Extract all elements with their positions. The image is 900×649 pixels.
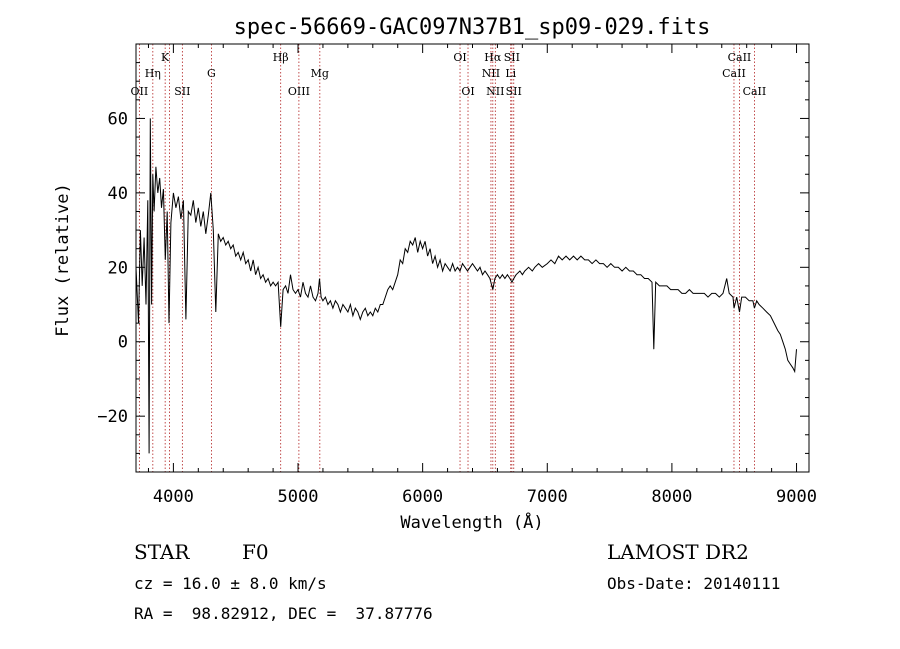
object-subclass-label: F0 (242, 540, 269, 564)
chart-title: spec-56669-GAC097N37B1_sp09-029.fits (234, 15, 711, 40)
x-tick-label: 9000 (776, 487, 817, 507)
x-tick-label: 6000 (402, 487, 443, 507)
reference-line-label: OI (453, 51, 466, 64)
reference-line-label: SII (504, 51, 520, 64)
survey-label: LAMOST DR2 (607, 540, 749, 564)
reference-line-label: SII (174, 85, 190, 98)
y-axis-title: Flux (relative) (53, 183, 73, 337)
object-class-label: STAR (134, 540, 190, 564)
x-axis-title: Wavelength (Å) (400, 511, 543, 533)
reference-line-label: K (161, 51, 170, 64)
x-tick-label: 8000 (651, 487, 692, 507)
reference-line-label: G (207, 67, 216, 80)
reference-line-label: NII (482, 67, 500, 80)
y-tick-label: 20 (108, 258, 128, 278)
plot-frame (135, 43, 810, 473)
reference-line-label: Hα (484, 51, 502, 64)
reference-line-label: NII (486, 85, 504, 98)
reference-line-label: OI (461, 85, 474, 98)
reference-line-label: CaII (728, 51, 752, 64)
reference-labels-group: OIIHηKSIIGHβOIIIMgOIOINIIHαNIILiSIISIICa… (131, 51, 767, 98)
reference-line-label: CaII (743, 85, 767, 98)
reference-line-label: Hη (145, 67, 161, 80)
y-tick-label: 60 (108, 109, 128, 129)
y-tick-label: 40 (108, 184, 128, 204)
reference-line-label: Mg (311, 67, 329, 80)
y-axis-ticks: −20 0 20 40 60 (97, 62, 809, 454)
reference-line-label: Hβ (273, 51, 289, 64)
reference-line-label: OIII (288, 85, 310, 98)
reference-lines-group (138, 44, 755, 472)
reference-line-label: CaII (722, 67, 746, 80)
redshift-text: cz = 16.0 ± 8.0 km/s (134, 574, 327, 593)
reference-line-label: Li (505, 67, 516, 80)
y-tick-label: −20 (97, 407, 128, 427)
x-tick-label: 4000 (153, 487, 194, 507)
reference-line-label: OII (131, 85, 149, 98)
x-axis-ticks: 4000 5000 6000 7000 8000 9000 (147, 44, 817, 507)
coordinates-text: RA = 98.82912, DEC = 37.87776 (134, 604, 433, 623)
y-tick-label: 0 (118, 333, 128, 353)
x-tick-label: 7000 (527, 487, 568, 507)
obs-date-text: Obs-Date: 20140111 (607, 574, 781, 593)
reference-line-label: SII (506, 85, 522, 98)
spectrum-line (135, 118, 797, 454)
x-tick-label: 5000 (278, 487, 319, 507)
